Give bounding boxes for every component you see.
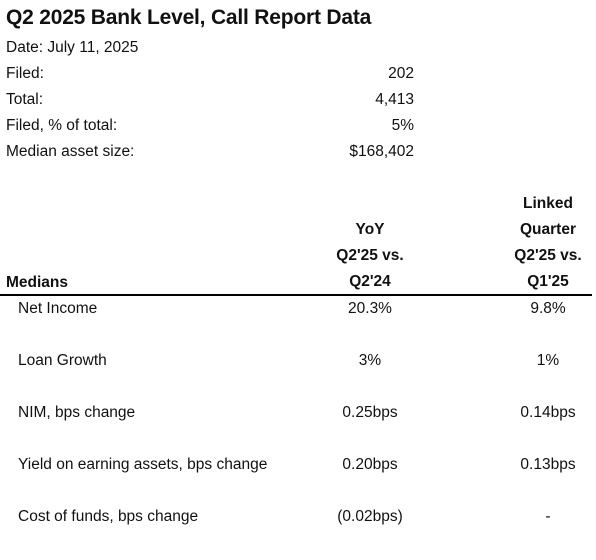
row-yoy-value: (0.02bps) <box>337 508 403 525</box>
summary-value: $168,402 <box>349 143 414 160</box>
header-rule <box>0 294 592 296</box>
table-row: Net Income 20.3% 9.8% <box>0 296 596 322</box>
table-row: Cost of funds, bps change (0.02bps) - <box>0 504 596 530</box>
row-yoy-value: 20.3% <box>348 300 392 317</box>
summary-row-filed: Filed: 202 <box>6 61 414 87</box>
report-date: Date: July 11, 2025 <box>6 39 139 56</box>
row-label: Cost of funds, bps change <box>18 508 199 525</box>
row-lq-value: 1% <box>536 352 560 369</box>
lq-header-line: Linked <box>523 195 573 212</box>
summary-label: Filed, % of total: <box>6 117 118 134</box>
row-label: Yield on earning assets, bps change <box>18 456 268 473</box>
yoy-header-line: YoY <box>355 221 385 238</box>
row-lq-value: 0.13bps <box>520 456 576 473</box>
row-label: NIM, bps change <box>18 404 136 421</box>
summary-label: Median asset size: <box>6 143 135 160</box>
yoy-header-line: Q2'24 <box>349 273 391 290</box>
row-label: Loan Growth <box>18 352 107 369</box>
table-row: NIM, bps change 0.25bps 0.14bps <box>0 400 596 426</box>
lq-header-line: Q1'25 <box>527 273 569 290</box>
summary-row-total: Total: 4,413 <box>6 87 414 113</box>
summary-row-median-asset: Median asset size: $168,402 <box>6 139 414 165</box>
medians-label: Medians <box>6 274 69 291</box>
row-lq-value: - <box>545 508 551 525</box>
row-yoy-value: 0.25bps <box>342 404 398 421</box>
lq-header-line: Q2'25 vs. <box>514 247 582 264</box>
report-title: Q2 2025 Bank Level, Call Report Data <box>6 6 372 29</box>
summary-row-filed-pct: Filed, % of total: 5% <box>6 113 414 139</box>
row-yoy-value: 3% <box>358 352 382 369</box>
table-row: Loan Growth 3% 1% <box>0 348 596 374</box>
row-lq-value: 9.8% <box>530 300 566 317</box>
row-yoy-value: 0.20bps <box>342 456 398 473</box>
summary-label: Filed: <box>6 65 44 82</box>
summary-value: 202 <box>388 65 414 82</box>
summary-value: 4,413 <box>375 91 414 108</box>
table-row: Yield on earning assets, bps change 0.20… <box>0 452 596 478</box>
summary-value: 5% <box>391 117 414 134</box>
row-label: Net Income <box>18 300 98 317</box>
row-lq-value: 0.14bps <box>520 404 576 421</box>
summary-label: Total: <box>6 91 44 108</box>
lq-header-line: Quarter <box>520 221 576 238</box>
yoy-header-line: Q2'25 vs. <box>336 247 404 264</box>
